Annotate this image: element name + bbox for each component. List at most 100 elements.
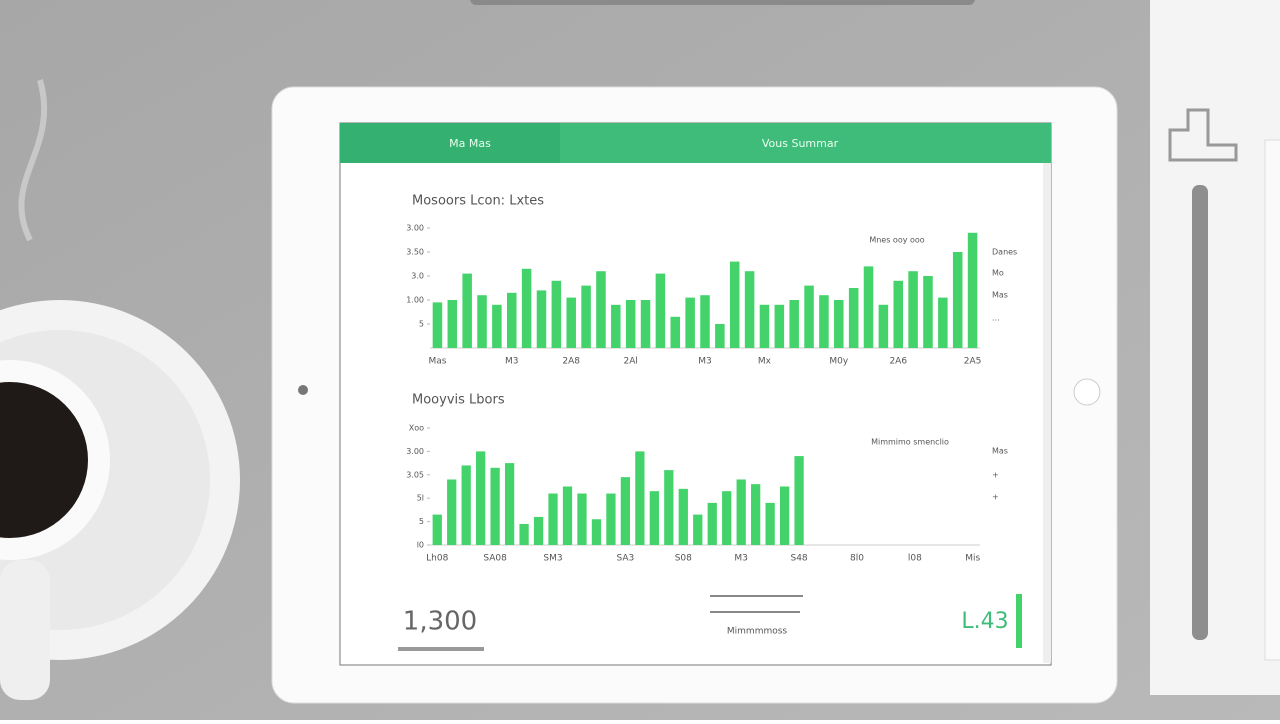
y-tick-label: 1.00 — [406, 296, 424, 305]
home-button — [1073, 378, 1101, 406]
x-tick-label: SM3 — [543, 554, 562, 564]
notebook-pages — [1264, 139, 1280, 661]
clip — [1168, 108, 1238, 162]
x-tick-label: S08 — [675, 554, 692, 564]
x-tick-label: Lh08 — [426, 554, 448, 564]
x-tick-label: M3 — [734, 554, 748, 564]
bar — [533, 516, 544, 545]
bar — [577, 493, 587, 545]
bar — [476, 451, 486, 545]
bar — [819, 295, 829, 348]
bar — [774, 304, 785, 348]
bar — [477, 295, 487, 348]
bar — [678, 488, 688, 545]
bar — [432, 302, 443, 348]
header-tab — [340, 123, 560, 163]
header-right: Vous Summar — [762, 137, 839, 150]
header-left: Ma Mas — [449, 137, 491, 150]
bar — [664, 470, 674, 545]
bar — [715, 324, 725, 348]
y-tick-label: 3.05 — [406, 470, 424, 479]
bar — [794, 456, 804, 545]
bar — [779, 486, 790, 545]
x-tick-label: l08 — [908, 554, 922, 564]
bar — [744, 271, 755, 348]
y-tick-label: 5 — [419, 320, 424, 329]
bar — [490, 467, 500, 545]
bar — [620, 477, 631, 545]
annotation: Mas — [992, 291, 1008, 300]
bar — [562, 486, 573, 545]
annotation: Mas — [992, 447, 1008, 456]
cup-handle — [0, 560, 50, 700]
bar — [521, 268, 532, 348]
annotation: + — [992, 471, 999, 480]
bar — [729, 261, 740, 348]
chart-title: Mosoors Lcon: Lxtes — [412, 194, 544, 209]
bar — [432, 514, 442, 545]
bar — [736, 479, 746, 545]
bar — [693, 514, 703, 545]
y-tick-label: Xoo — [409, 424, 424, 433]
bar — [596, 271, 606, 348]
y-tick-label: 5 — [419, 517, 424, 526]
footer-rule — [398, 647, 484, 651]
pen — [1192, 185, 1208, 640]
x-tick-label: SA3 — [617, 554, 635, 564]
annotation: ... — [992, 314, 1000, 323]
bar — [670, 316, 681, 348]
bar — [685, 297, 695, 348]
bar — [635, 451, 645, 545]
x-tick-label: 2A8 — [562, 357, 580, 367]
bar — [751, 484, 761, 545]
footer-middle: Mimmmmoss — [727, 627, 788, 637]
x-tick-label: 2A6 — [889, 357, 907, 367]
x-tick-label: Mx — [758, 357, 772, 367]
y-tick-label: l0 — [417, 541, 424, 550]
bar — [923, 276, 933, 348]
annotation: Mnes ooy ooo — [869, 236, 924, 245]
bar — [504, 463, 515, 545]
bar — [765, 502, 775, 545]
y-tick-label: 3.00 — [406, 224, 424, 233]
bar — [789, 300, 799, 348]
bar — [952, 252, 963, 348]
footer-left: 1,300 — [403, 607, 477, 637]
bar — [611, 304, 621, 348]
bar — [848, 288, 859, 348]
bar — [908, 271, 918, 348]
bar — [967, 232, 978, 348]
bar — [462, 273, 472, 348]
annotation: Mimmimo smenclio — [871, 438, 949, 447]
screen — [339, 122, 1052, 666]
x-tick-label: M0y — [829, 357, 848, 367]
x-tick-label: 2Al — [623, 357, 637, 367]
bar — [625, 300, 636, 348]
camera — [298, 385, 308, 395]
coffee — [0, 382, 88, 538]
bar — [707, 502, 717, 545]
annotation: Danes — [992, 248, 1017, 257]
x-tick-label: 8l0 — [850, 554, 864, 564]
y-tick-label: 3.50 — [406, 248, 424, 257]
x-tick-label: 2A5 — [964, 357, 982, 367]
chart-title: Mooyvis Lbors — [412, 393, 505, 408]
footer-accent — [1016, 594, 1022, 648]
bar — [700, 295, 710, 348]
bar — [536, 290, 547, 348]
bar — [591, 519, 602, 545]
x-tick-label: Mis — [965, 554, 980, 564]
bar — [566, 297, 576, 348]
bar — [893, 280, 903, 348]
bar — [938, 297, 948, 348]
bar — [722, 491, 732, 545]
bar — [640, 300, 651, 348]
annotation: Mo — [992, 269, 1004, 278]
x-tick-label: M3 — [505, 357, 519, 367]
bar — [863, 266, 874, 348]
x-tick-label: M3 — [698, 357, 712, 367]
bar — [551, 280, 562, 348]
y-tick-label: 3.00 — [406, 447, 424, 456]
bar — [655, 273, 666, 348]
